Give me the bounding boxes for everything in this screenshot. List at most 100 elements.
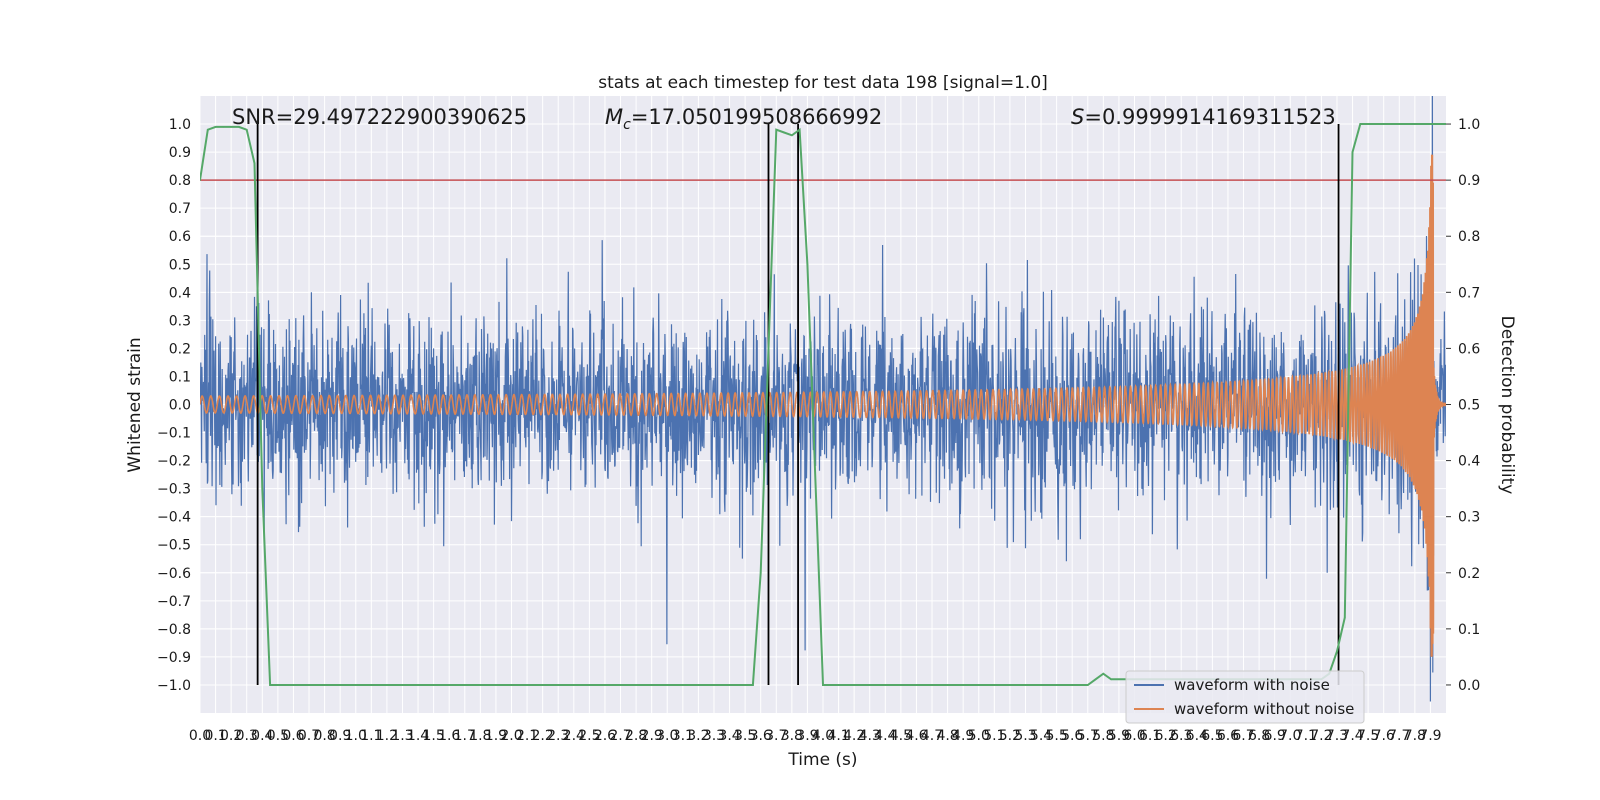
x-tick-label: 4.7 <box>921 728 943 744</box>
x-tick-label: 2.5 <box>578 728 600 744</box>
legend-box <box>1125 670 1365 724</box>
x-tick-label: 6.5 <box>1201 728 1223 744</box>
detection-probability-point-15 <box>791 134 793 137</box>
detection-probability-point-14 <box>783 131 785 134</box>
x-tick-label: 6.3 <box>1170 728 1192 744</box>
chirp-mass-annotation: Mc=17.050199508666992 <box>605 105 882 133</box>
y-tick-label: 1.0 <box>169 117 191 133</box>
x-tick-label: 5.0 <box>968 728 990 744</box>
x-tick-label: 2.7 <box>609 728 631 744</box>
x-tick-label: 6.4 <box>1186 728 1208 744</box>
x-tick-label: 3.7 <box>765 728 787 744</box>
detection-probability-point-19 <box>1086 684 1089 686</box>
x-tick-label: 7.6 <box>1373 728 1395 744</box>
x-tick-label: 6.7 <box>1232 728 1254 744</box>
detection-probability-point-17 <box>806 263 809 266</box>
detection-probability-point-13 <box>775 128 778 131</box>
x-tick-label: 4.1 <box>827 728 849 744</box>
detection-probability-point-6 <box>245 128 248 131</box>
y-tick-label: 0.1 <box>169 369 191 385</box>
y2-tick-label: 0.6 <box>1458 341 1480 357</box>
detection-probability-point-16 <box>798 128 801 131</box>
x-tick-label: 0.8 <box>313 728 335 744</box>
chart-title: stats at each timestep for test data 198… <box>598 73 1048 93</box>
x-tick-label: 1.4 <box>407 728 429 744</box>
y-tick-label: 0.7 <box>169 201 191 217</box>
x-tick-label: 0.9 <box>329 728 351 744</box>
y-tick-label: −1.0 <box>157 678 191 694</box>
y2-tick-label: 0.5 <box>1458 398 1480 414</box>
x-tick-label: 4.3 <box>859 728 881 744</box>
legend: waveform with noise waveform without noi… <box>1125 670 1365 724</box>
detection-probability-point-1 <box>206 128 209 131</box>
detection-probability-point-25 <box>1336 650 1338 653</box>
x-tick-label: 3.4 <box>718 728 740 744</box>
y-tick-label: 0.8 <box>169 173 191 189</box>
y-tick-label: 0.4 <box>169 285 191 301</box>
y2-tick-label: 0.4 <box>1458 454 1480 470</box>
x-tick-label: 2.1 <box>516 728 538 744</box>
x-tick-label: 7.0 <box>1279 728 1301 744</box>
detection-probability-point-3 <box>222 126 225 128</box>
y2-tick-label: 0.9 <box>1458 173 1480 189</box>
x-tick-label: 4.2 <box>843 728 865 744</box>
x-tick-label: 1.9 <box>485 728 507 744</box>
y-tick-label: 0.0 <box>169 398 191 414</box>
x-tick-label: 0.1 <box>204 728 226 744</box>
axes: 0.00.10.20.30.40.50.60.70.80.91.01.11.21… <box>157 117 1480 744</box>
x-tick-label: 4.4 <box>874 728 896 744</box>
y-tick-label: −0.9 <box>157 650 191 666</box>
x-tick-label: 7.2 <box>1310 728 1332 744</box>
detection-probability-point-10 <box>752 684 754 686</box>
y2-tick-label: 0.2 <box>1458 566 1480 582</box>
series-waveform-without-noise <box>200 154 1446 657</box>
detection-probability-point-5 <box>238 126 240 128</box>
x-tick-label: 7.7 <box>1388 728 1410 744</box>
y-tick-label: 0.2 <box>169 341 191 357</box>
y2-axis-label: Detection probability <box>1497 316 1517 495</box>
x-tick-label: 5.8 <box>1092 728 1114 744</box>
x-tick-label: 3.8 <box>781 728 803 744</box>
x-tick-label: 2.4 <box>563 728 585 744</box>
x-tick-label: 1.5 <box>422 728 444 744</box>
x-tick-label: 5.4 <box>1030 728 1052 744</box>
plot-area <box>200 96 1446 702</box>
x-tick-label: 1.3 <box>391 728 413 744</box>
y2-tick-label: 0.8 <box>1458 229 1480 245</box>
x-tick-label: 0.6 <box>282 728 304 744</box>
detection-probability-point-26 <box>1343 616 1346 619</box>
x-tick-label: 7.9 <box>1419 728 1441 744</box>
x-tick-label: 0.0 <box>189 728 211 744</box>
detection-probability-point-9 <box>269 684 271 686</box>
y-tick-label: −0.3 <box>157 482 191 498</box>
detection-probability-point-7 <box>253 162 256 165</box>
x-tick-label: 5.1 <box>983 728 1005 744</box>
x-tick-label: 4.8 <box>936 728 958 744</box>
x-tick-label: 1.2 <box>376 728 398 744</box>
x-tick-label: 6.6 <box>1217 728 1239 744</box>
detection-probability-point-12 <box>767 347 770 350</box>
x-tick-label: 2.9 <box>641 728 663 744</box>
y-tick-label: −0.8 <box>157 622 191 638</box>
x-tick-label: 2.0 <box>500 728 522 744</box>
y-tick-label: −0.7 <box>157 594 191 610</box>
y2-tick-label: 0.0 <box>1458 678 1480 694</box>
detection-probability-point-27 <box>1351 151 1354 153</box>
x-tick-label: 3.5 <box>734 728 756 744</box>
y2-tick-label: 0.1 <box>1458 622 1480 638</box>
y-tick-label: −0.5 <box>157 538 191 554</box>
snr-annotation: SNR=29.497222900390625 <box>232 105 527 129</box>
x-tick-label: 1.8 <box>469 728 491 744</box>
x-tick-label: 3.0 <box>656 728 678 744</box>
x-tick-label: 3.6 <box>750 728 772 744</box>
x-tick-label: 5.6 <box>1061 728 1083 744</box>
detection-probability-point-21 <box>1102 672 1105 675</box>
y-tick-label: −0.6 <box>157 566 191 582</box>
y-tick-label: −0.4 <box>157 510 191 526</box>
y-tick-label: 0.9 <box>169 145 191 161</box>
x-tick-label: 2.3 <box>547 728 569 744</box>
x-tick-label: 6.8 <box>1248 728 1270 744</box>
x-tick-label: 5.2 <box>999 728 1021 744</box>
x-tick-label: 6.2 <box>1155 728 1177 744</box>
x-tick-label: 3.3 <box>703 728 725 744</box>
